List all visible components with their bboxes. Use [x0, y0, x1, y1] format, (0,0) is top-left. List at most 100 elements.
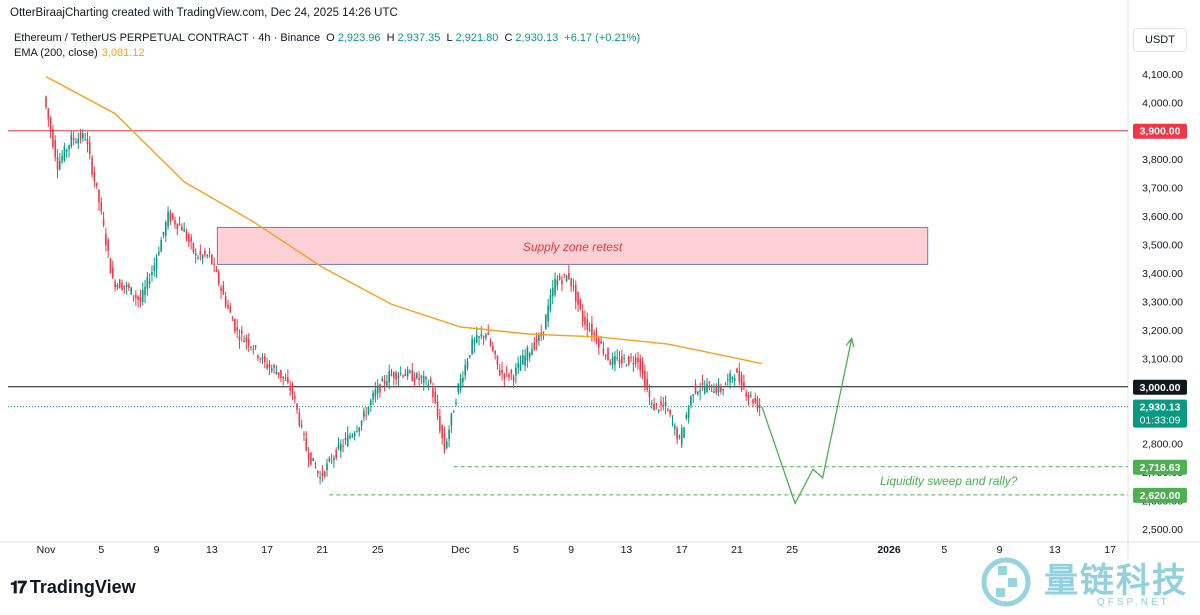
watermark-site: QFSP.NET: [1097, 597, 1170, 608]
symbol-title[interactable]: Ethereum / TetherUS PERPETUAL CONTRACT ·…: [14, 32, 321, 44]
candle-body: [93, 172, 96, 182]
candle-body: [229, 307, 232, 313]
low-label: L: [446, 32, 453, 44]
candle-body: [169, 212, 172, 222]
candle-body: [427, 384, 430, 388]
candle-body: [701, 382, 704, 385]
candle-body: [538, 334, 540, 341]
price-tick-label: 2,500.00: [1142, 524, 1183, 536]
candle-body: [505, 369, 508, 371]
candle-body: [70, 134, 73, 147]
price-tick-label: 3,600.00: [1142, 211, 1183, 223]
time-tick-label: 5: [941, 544, 947, 556]
candle-body: [482, 336, 485, 338]
candle-body: [171, 213, 174, 220]
candle-body: [291, 384, 294, 394]
price-tick-label: 4,000.00: [1142, 97, 1183, 109]
candle-body: [708, 381, 711, 384]
candle-body: [621, 356, 623, 364]
candle-body: [259, 358, 262, 360]
candle-body: [717, 384, 720, 393]
candle-body: [683, 427, 685, 438]
candle-body: [98, 189, 100, 203]
candle-body: [372, 392, 374, 400]
candle-body: [740, 375, 743, 390]
candle-body: [268, 364, 271, 368]
candle-body: [464, 364, 467, 376]
candle-body: [616, 357, 619, 359]
time-tick-label: 21: [731, 544, 743, 556]
candle-body: [197, 257, 199, 259]
candle-body: [312, 457, 314, 462]
ema-legend[interactable]: EMA (200, close) 3,081.12: [14, 47, 145, 59]
candle-body: [572, 285, 575, 287]
ema-line: [45, 76, 763, 365]
candle-body: [574, 284, 577, 302]
candle-body: [524, 355, 526, 366]
candle-body: [123, 285, 126, 288]
candle-body: [434, 391, 437, 404]
high-value: 2,937.35: [397, 32, 441, 44]
price-chart[interactable]: 4,100.00 4,000.00 3,900.00 3,800.00 3,700.00…: [0, 0, 1200, 570]
candle-body: [729, 373, 731, 383]
candle-body: [519, 363, 522, 371]
candle-body: [586, 319, 589, 330]
low-value: 2,921.80: [455, 32, 499, 44]
level-price-label: 3,000.00: [1140, 382, 1181, 394]
candle-body: [581, 311, 584, 322]
candle-body: [535, 338, 538, 343]
candle-body: [554, 278, 556, 296]
candle-body: [141, 289, 144, 302]
candle-body: [680, 428, 683, 445]
candle-body: [425, 377, 427, 380]
candle-body: [413, 377, 416, 382]
candle-body: [745, 392, 748, 397]
candle-body: [105, 233, 107, 246]
close-label: C: [504, 32, 513, 44]
candle-body: [111, 267, 114, 278]
candle-body: [379, 384, 381, 393]
currency-button[interactable]: USDT: [1133, 28, 1187, 52]
candle-body: [756, 398, 759, 409]
candle-body: [487, 332, 490, 335]
open-value: 2,923.96: [337, 32, 381, 44]
candle-body: [211, 254, 213, 264]
watermark-name: 量链科技: [1044, 561, 1188, 601]
candle-body: [183, 229, 186, 232]
candle-body: [462, 377, 464, 383]
tradingview-logo[interactable]: 𝟏𝟕 TradingView: [10, 577, 136, 598]
candle-body: [293, 396, 296, 399]
candle-body: [148, 281, 151, 284]
tradingview-brand: TradingView: [29, 577, 136, 597]
time-tick-label: 9: [997, 544, 1003, 556]
ema-label: EMA (200, close): [14, 47, 98, 59]
candle-body: [669, 410, 672, 415]
price-tick-label: 4,100.00: [1142, 69, 1183, 81]
candle-body: [402, 375, 404, 377]
candle-body: [282, 376, 285, 379]
candle-body: [303, 433, 305, 435]
candle-body: [340, 444, 342, 452]
candle-body: [227, 304, 229, 308]
candle-body: [713, 391, 715, 394]
candle-body: [754, 397, 757, 403]
candle-body: [600, 341, 602, 344]
open-label: O: [326, 32, 335, 44]
candle-body: [326, 463, 328, 471]
candle-body: [644, 371, 646, 388]
candle-body: [47, 108, 50, 120]
candle-body: [162, 232, 165, 236]
candles-group: [45, 95, 761, 485]
candle-body: [250, 346, 252, 348]
candle-body: [277, 372, 280, 375]
candle-body: [733, 377, 736, 381]
candle-body: [399, 372, 402, 374]
price-tick-label: 3,200.00: [1142, 325, 1183, 337]
time-tick-label: 5: [513, 544, 519, 556]
candle-body: [56, 157, 59, 170]
candle-body: [192, 242, 195, 253]
candle-body: [397, 375, 400, 379]
candle-body: [489, 340, 492, 346]
candle-body: [604, 355, 607, 357]
candle-body: [634, 357, 637, 365]
